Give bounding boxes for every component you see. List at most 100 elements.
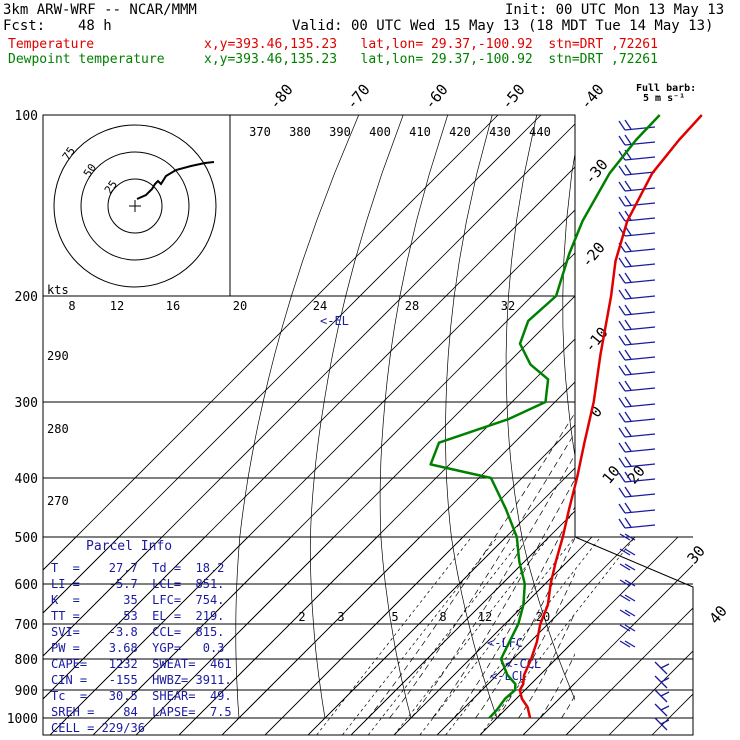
wind-barb [624,579,636,587]
wind-barb-flag [624,272,632,283]
wind-barb-flag [624,134,632,145]
moist-adiabat [410,453,575,719]
dry-adiabat [235,115,360,719]
isotherm-line-low [43,537,206,700]
wind-barb [624,563,636,571]
parcel-info-row: SREH = 84 LAPSE= 7.5 [51,705,232,719]
theta-e-label-380: 380 [289,125,311,139]
wind-barb [624,403,656,408]
wind-barb-flag [660,677,670,683]
wind-barb-flag [618,365,626,376]
wind-barb [624,263,656,268]
barb-legend-title: Full barb: [636,83,697,94]
wind-barb-flag [618,457,626,468]
theta-label-290: 290 [47,349,69,363]
wind-barb-flag [618,518,626,529]
wind-barb-flag [618,320,626,331]
isotherm-line [43,115,542,614]
mixing-ratio-label-32: 32 [501,299,515,313]
isotherm-label--40: -40 [577,81,608,113]
wind-barb [624,156,656,161]
wind-barb-flag [618,503,626,514]
isotherm-line-low [350,537,550,735]
temperature-line [518,114,703,719]
theta-e-label-390: 390 [329,125,351,139]
plot-frame-lower [42,536,694,736]
wind-barb-flag [624,396,632,407]
parcel-info-row: K = 35 LFC= 754. [51,593,225,607]
isotherm-line-low [135,537,335,735]
moist-adiabat [518,611,575,719]
mixing-ratio-low-label-8: 8 [439,610,446,624]
wind-barb [624,232,656,237]
wind-barb [624,478,656,483]
isotherm-line [221,381,575,735]
wind-barb [624,356,656,361]
isotherm-label--70: -70 [343,81,374,113]
isotherm-line-low [307,537,507,735]
wind-barb-flag [624,364,632,375]
wind-barb-flag [619,640,631,648]
dry-adiabat [667,115,740,718]
parcel-info-row: CELL = 229/36 [51,721,145,735]
wind-barb [624,217,656,222]
theta-e-label-370: 370 [249,125,271,139]
valid-time: Valid: 00 UTC Wed 15 May 13 (18 MDT Tue … [292,18,714,34]
wind-barb [624,326,656,331]
mixing-ratio-low-label-12: 12 [478,610,492,624]
pressure-label-200: 200 [15,290,38,305]
wind-barb-flag [618,305,626,316]
parcel-info-row: TT = 53 EL = 219. [51,609,225,623]
wind-barb [624,640,636,648]
dewpoint-line [429,114,661,719]
theta-e-label-400: 400 [369,125,391,139]
pressure-label-500: 500 [15,531,38,546]
wind-barb [624,533,636,541]
moist-adiabat [453,506,575,719]
temperature-legend-label: Temperature [8,37,95,52]
wind-barb-flag [624,502,632,513]
annotation-ccl: <-CCL [505,657,541,671]
wind-barb-flag [618,165,626,176]
wind-barb-flag [618,211,626,222]
theta-e-label-430: 430 [489,125,511,139]
wind-barb-flag [618,196,626,207]
isotherm-line-low [608,650,693,735]
isotherm-label--30: -30 [581,156,612,188]
wind-barb [624,463,656,468]
moist-adiabat [496,572,575,719]
wind-barb-flag [619,624,631,632]
wind-barb-flag [624,486,632,497]
mixing-ratio-label-24: 24 [313,299,327,313]
isotherm-line [350,510,575,735]
isotherm-line-low [49,537,249,735]
moist-adiabat [389,431,575,719]
wind-barb-flag [618,273,626,284]
wind-barb [624,524,656,529]
forecast-value: 48 h [78,18,112,34]
mixing-ratio-label-20: 20 [233,299,247,313]
mixing-ratio-low-label-2: 2 [298,610,305,624]
wind-barb-flag [618,427,626,438]
isotherm-line [307,467,575,735]
wind-barb [624,187,656,192]
isotherm-line [609,115,740,735]
isotherm-label--10: -10 [581,324,612,356]
pressure-label-1000: 1000 [7,712,38,727]
wind-barb-flag [624,349,632,360]
wind-barb [624,295,656,300]
wind-barb [624,202,656,207]
moist-adiabat [583,115,740,718]
wind-barb-flag [619,533,631,541]
annotation-lfc: <-LFC [487,636,523,650]
pressure-label-300: 300 [15,396,38,411]
dry-adiabat [379,115,449,719]
isotherm-label-40: 40 [705,602,730,627]
isotherm-line-low [221,537,421,735]
wind-barb [624,548,636,556]
wind-barb-flag [618,350,626,361]
wind-barb [624,609,636,617]
wind-barb-flag [624,304,632,315]
wind-barb [624,311,656,316]
isotherm-label--60: -60 [421,81,452,113]
